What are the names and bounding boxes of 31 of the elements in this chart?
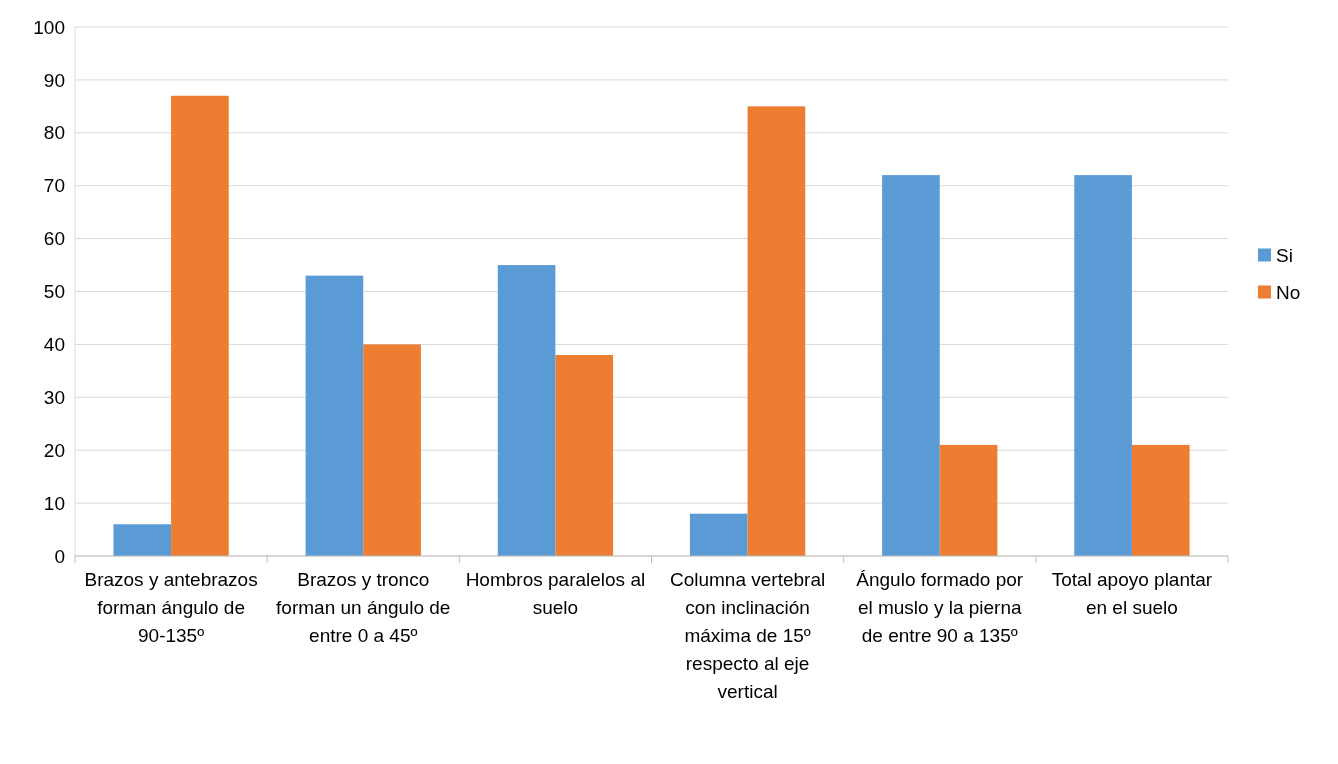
y-tick-label: 70 <box>43 175 65 197</box>
x-tick-label: Total apoyo plantar en el suelo <box>1051 569 1213 618</box>
x-tick-label: Brazos y antebrazos forman ángulo de 90-135º <box>84 569 258 646</box>
legend-label: Si <box>1276 245 1293 267</box>
y-tick-label: 60 <box>43 228 65 250</box>
y-tick-label: 40 <box>43 334 65 356</box>
legend-label: No <box>1276 282 1301 304</box>
y-tick-label: 10 <box>43 492 65 514</box>
bar <box>689 513 748 556</box>
x-tick-label: Brazos y tronco forman un ángulo de entre 0 a 45º <box>276 569 451 646</box>
y-tick-label: 50 <box>43 281 65 303</box>
y-tick-label: 80 <box>43 122 65 144</box>
y-tick-label: 0 <box>54 545 65 567</box>
bar <box>171 95 229 556</box>
bar <box>305 275 364 556</box>
x-tick-label: Ángulo formado por el muslo y la pierna de entre 90 a 135º <box>856 569 1024 646</box>
y-tick-label: 20 <box>43 439 65 461</box>
bar <box>882 175 940 556</box>
y-tick-label: 100 <box>33 16 65 38</box>
bar <box>555 354 614 556</box>
bar <box>747 106 806 556</box>
x-tick-label: Hombros paralelos al suelo <box>465 569 646 618</box>
bar <box>113 524 172 556</box>
y-tick-label: 90 <box>43 69 65 91</box>
bar <box>1131 444 1190 556</box>
bar <box>363 344 421 556</box>
y-tick-label: 30 <box>43 386 65 408</box>
bar <box>939 444 998 556</box>
bar <box>1074 175 1132 556</box>
x-tick-label: Columna vertebral con inclinación máxima de 15º respecto al eje vertical <box>669 569 826 702</box>
bar <box>497 265 556 556</box>
